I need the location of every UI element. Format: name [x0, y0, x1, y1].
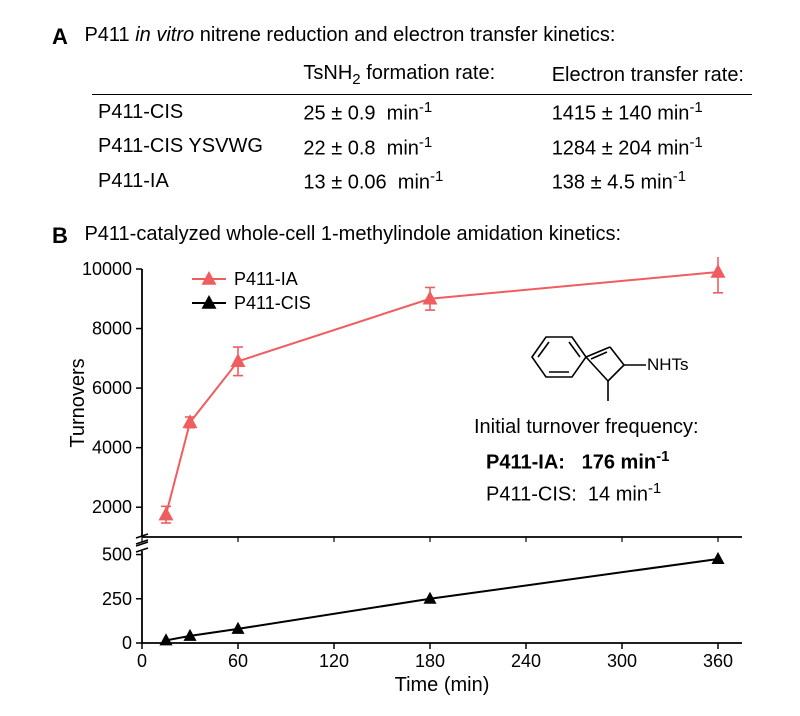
svg-text:180: 180 — [415, 651, 445, 671]
svg-text:2000: 2000 — [92, 497, 132, 517]
col2-header: TsNH2 formation rate: — [297, 60, 545, 95]
table-header-row: TsNH2 formation rate: Electron transfer … — [92, 60, 752, 95]
col3-header: Electron transfer rate: — [546, 60, 752, 95]
variant-name: P411-CIS — [92, 95, 297, 130]
itf-row: P411-CIS: 14 min-1 — [444, 478, 744, 510]
svg-text:P411-CIS: P411-CIS — [234, 293, 311, 313]
svg-text:Turnovers: Turnovers — [67, 358, 89, 447]
svg-text:4000: 4000 — [92, 438, 132, 458]
kinetics-table: TsNH2 formation rate: Electron transfer … — [92, 60, 752, 199]
panel-a-title: P411 in vitro nitrene reduction and elec… — [84, 24, 615, 46]
svg-text:360: 360 — [703, 651, 733, 671]
svg-text:300: 300 — [607, 651, 637, 671]
variant-name: P411-CIS YSVWG — [92, 130, 297, 165]
panel-a-title-italic: in vitro — [135, 24, 194, 46]
svg-text:6000: 6000 — [92, 378, 132, 398]
svg-text:10000: 10000 — [82, 259, 132, 279]
molecule-icon: NHTs — [512, 317, 702, 417]
figure-page: A P411 in vitro nitrene reduction and el… — [0, 0, 800, 716]
molecule-label: NHTs — [647, 355, 689, 374]
table-row: P411-IA 13 ± 0.06 min-1 138 ± 4.5 min-1 — [92, 164, 752, 199]
chart-area: 2000 4000 6000 8000 10000 0 250 500 0 60 120 180 240… — [62, 257, 762, 697]
panel-a: A P411 in vitro nitrene reduction and el… — [52, 24, 760, 199]
panel-a-label: A — [52, 24, 80, 50]
rate2-cell: 138 ± 4.5 min-1 — [546, 164, 752, 199]
svg-text:0: 0 — [122, 633, 132, 653]
svg-text:500: 500 — [102, 545, 132, 565]
svg-text:8000: 8000 — [92, 319, 132, 339]
svg-text:60: 60 — [228, 651, 248, 671]
itf-heading: Initial turnover frequency: — [444, 412, 744, 442]
rate1-cell: 22 ± 0.8 min-1 — [297, 130, 545, 165]
panel-b-title: P411-catalyzed whole-cell 1-methylindole… — [84, 223, 621, 245]
svg-text:0: 0 — [137, 651, 147, 671]
svg-text:Time (min): Time (min) — [395, 674, 490, 696]
itf-info-box: Initial turnover frequency: P411-IA: 176… — [444, 412, 744, 509]
rate2-cell: 1415 ± 140 min-1 — [546, 95, 752, 130]
variant-name: P411-IA — [92, 164, 297, 199]
svg-text:250: 250 — [102, 589, 132, 609]
rate2-cell: 1284 ± 204 min-1 — [546, 130, 752, 165]
panel-b-label: B — [52, 223, 80, 249]
svg-text:P411-IA: P411-IA — [234, 269, 298, 289]
panel-b: B P411-catalyzed whole-cell 1-methylindo… — [52, 223, 760, 697]
table-row: P411-CIS YSVWG 22 ± 0.8 min-1 1284 ± 204… — [92, 130, 752, 165]
table-row: P411-CIS 25 ± 0.9 min-1 1415 ± 140 min-1 — [92, 95, 752, 130]
svg-text:120: 120 — [319, 651, 349, 671]
panel-a-title-prefix: P411 — [84, 24, 135, 46]
rate1-cell: 25 ± 0.9 min-1 — [297, 95, 545, 130]
svg-text:240: 240 — [511, 651, 541, 671]
itf-row: P411-IA: 176 min-1 — [444, 446, 744, 478]
panel-a-title-suffix: nitrene reduction and electron transfer … — [194, 24, 615, 46]
rate1-cell: 13 ± 0.06 min-1 — [297, 164, 545, 199]
